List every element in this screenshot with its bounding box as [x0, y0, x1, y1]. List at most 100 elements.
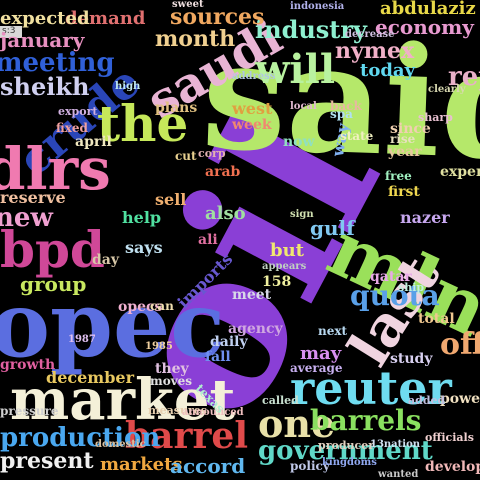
word: indonesia [290, 1, 345, 12]
word: new [0, 203, 53, 233]
word: growth [0, 357, 56, 373]
word: quota [350, 279, 440, 312]
word: ali [198, 232, 218, 248]
word: first [388, 184, 420, 200]
word: sell [155, 190, 187, 209]
word: can [150, 299, 174, 313]
word: moves [150, 374, 193, 388]
word: domestic [95, 439, 146, 450]
word: also [205, 203, 246, 224]
word: corp [198, 147, 226, 160]
word: gulf [310, 216, 355, 240]
word: present [0, 448, 94, 474]
word: group [20, 272, 87, 296]
word: expected [0, 8, 90, 29]
word: next [318, 324, 348, 338]
word: 158 [262, 274, 292, 290]
word: the [97, 94, 189, 153]
word: rep [448, 62, 480, 92]
word: high [115, 81, 141, 92]
word: reuter [290, 361, 452, 415]
word: develop [425, 459, 480, 475]
word: power [440, 391, 480, 407]
word: demand [65, 8, 146, 29]
word: spa [330, 107, 353, 121]
word: abdulaziz [380, 0, 476, 19]
word: 13nation [370, 439, 421, 450]
word: policy [290, 459, 330, 473]
word: since [390, 121, 431, 137]
word: opecs [118, 299, 163, 315]
word: now [283, 134, 315, 150]
word: called [262, 394, 299, 407]
word: measures [148, 404, 207, 417]
word: cut [175, 149, 197, 163]
word: says [125, 238, 163, 257]
word: dlrs [0, 135, 111, 203]
word: off [440, 327, 480, 362]
word: sources [170, 4, 265, 30]
word: week [232, 117, 272, 133]
word: barrels [310, 404, 422, 437]
word: qatar [370, 269, 412, 285]
word: state [340, 129, 374, 143]
word: accord [170, 454, 246, 478]
word: one [258, 401, 336, 446]
word: nazer [400, 208, 450, 227]
word: back [330, 99, 362, 113]
word: today [360, 60, 416, 81]
word: study [390, 351, 433, 367]
word: producer [318, 439, 375, 452]
word: ship [398, 281, 425, 294]
page-badge: s:3 [0, 26, 22, 38]
word: december [46, 368, 135, 387]
word: economy [375, 15, 474, 39]
word: announced [182, 407, 244, 418]
word: 1985 [145, 341, 173, 352]
word: fall [205, 349, 231, 365]
word: free [385, 169, 412, 183]
word: address [232, 71, 276, 82]
word: day [92, 252, 119, 268]
word: daily [210, 334, 248, 350]
word: appears [262, 261, 307, 272]
word: bpd [0, 220, 105, 279]
word: may [300, 343, 342, 364]
word: 1987 [68, 334, 96, 345]
word: clearly [428, 84, 466, 95]
word: reserve [0, 188, 66, 207]
word: wanted [378, 469, 419, 480]
word: production [0, 423, 161, 453]
word: export [58, 105, 98, 118]
word: pressure [0, 404, 59, 418]
word: barrel [125, 415, 249, 457]
word: month [155, 26, 236, 52]
word: sign [290, 209, 314, 220]
word: industry [255, 15, 367, 44]
word: arab [205, 164, 241, 180]
word: added [408, 394, 446, 407]
word: help [122, 208, 162, 227]
word: agency [228, 321, 283, 337]
word: expen [440, 164, 480, 180]
word: sharp [418, 111, 453, 124]
word: meeting [0, 48, 115, 78]
word: total [418, 311, 455, 327]
word: january [0, 28, 85, 52]
word: decrease [345, 29, 395, 40]
word: sheikh [0, 72, 90, 101]
word: nymex [335, 38, 415, 64]
word: plans [155, 100, 198, 116]
word: they [155, 361, 189, 377]
word: meet [232, 287, 272, 303]
word: year [388, 144, 422, 160]
word: markets [100, 454, 183, 475]
word: government [258, 436, 433, 466]
word: april [75, 134, 112, 150]
word: but [270, 240, 304, 261]
word: rise [390, 132, 416, 146]
word: sweet [172, 0, 204, 10]
word: officials [425, 431, 474, 444]
word: market [10, 367, 236, 433]
